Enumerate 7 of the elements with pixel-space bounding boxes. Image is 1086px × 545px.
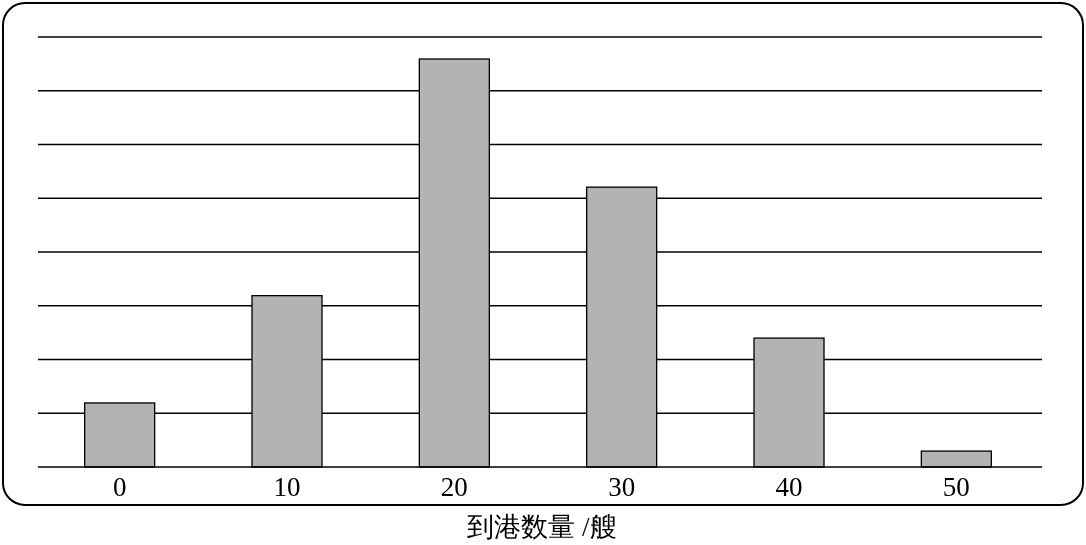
x-tick-label: 20 [440,472,468,502]
x-tick-label: 50 [942,472,970,502]
x-tick-label: 40 [775,472,803,502]
x-tick-label: 30 [608,472,636,502]
x-axis-title: 到港数量 /艘 [467,512,617,542]
x-tick-label: 0 [112,472,127,502]
x-tick-label: 10 [273,472,301,502]
